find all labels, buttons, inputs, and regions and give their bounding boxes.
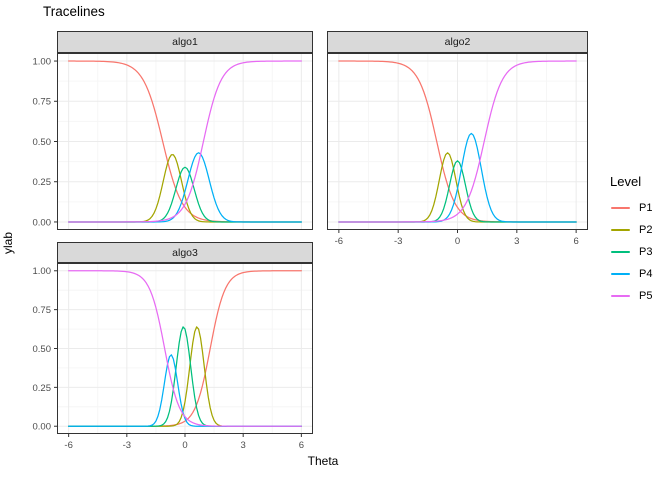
y-tick-label: 0.50 [33, 344, 52, 355]
x-tick-label: 6 [573, 236, 578, 247]
facet-panel-algo2: -6 -3 0 3 6 [327, 53, 588, 247]
legend-entry-label: P1 [639, 202, 653, 214]
legend-entry-label: P4 [639, 268, 653, 280]
y-tick-label: 0.25 [33, 177, 52, 188]
legend-key-line [610, 201, 631, 215]
y-tick-label: 0.00 [33, 217, 52, 228]
legend-entry-label: P5 [639, 290, 653, 302]
facet-algo1: algo1 0.00 0.25 0.50 0.75 1.00 [33, 31, 313, 230]
legend-entry-label: P3 [639, 246, 653, 258]
plot-title: Tracelines [43, 4, 105, 19]
x-tick-label: 3 [514, 236, 519, 247]
y-tick-label: 0.75 [33, 97, 52, 108]
facet-algo2: algo2 -6 -3 0 3 6 [327, 31, 588, 247]
legend: Level P1 P2 P3 P4 P5 [610, 174, 652, 311]
y-axis-title: ylab [1, 232, 15, 255]
x-tick-label: -3 [123, 440, 131, 451]
y-tick-label: 0.00 [33, 422, 52, 433]
x-tick-label: 0 [455, 236, 460, 247]
facet-panel-algo3: 0.00 0.25 0.50 0.75 1.00 -6 -3 0 3 6 [33, 263, 313, 451]
legend-key-line [610, 267, 631, 281]
x-tick-label: -6 [335, 236, 343, 247]
legend-entry: P5 [610, 289, 652, 303]
facet-strip: algo1 [57, 31, 313, 53]
x-tick-label: 0 [182, 440, 187, 451]
legend-entry: P4 [610, 267, 652, 281]
legend-key-line [610, 223, 631, 237]
y-tick-label: 0.75 [33, 305, 52, 316]
legend-key-line [610, 289, 631, 303]
legend-key-line [610, 245, 631, 259]
x-tick-label: 6 [299, 440, 304, 451]
y-tick-label: 0.50 [33, 137, 52, 148]
legend-entry: P3 [610, 245, 652, 259]
facet-algo3: algo3 0.00 0.25 0.50 0.75 1.00 -6 -3 0 3 6 [33, 242, 313, 451]
facet-strip-label: algo1 [172, 36, 198, 48]
facet-strip: algo2 [327, 31, 588, 53]
facet-strip-label: algo2 [444, 36, 471, 48]
facet-strip: algo3 [57, 242, 313, 263]
legend-entry: P2 [610, 223, 652, 237]
x-tick-label: 3 [241, 440, 246, 451]
y-tick-label: 1.00 [33, 266, 52, 277]
facet-strip-label: algo3 [172, 246, 198, 259]
y-tick-label: 0.25 [33, 383, 52, 394]
facet-panel-algo1: 0.00 0.25 0.50 0.75 1.00 [33, 53, 313, 230]
legend-entry: P1 [610, 201, 652, 215]
x-tick-label: -6 [64, 440, 72, 451]
legend-entry-label: P2 [639, 224, 653, 236]
y-tick-label: 1.00 [33, 56, 52, 67]
x-tick-label: -3 [394, 236, 402, 247]
legend-title: Level [610, 174, 642, 189]
x-axis-title: Theta [307, 454, 339, 468]
